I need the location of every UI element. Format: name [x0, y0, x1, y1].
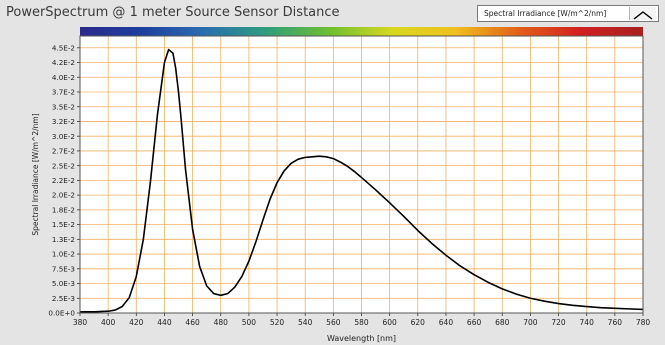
chart-title: PowerSpectrum @ 1 meter Source Sensor Di… — [6, 5, 340, 20]
spectrum-color-bar — [80, 27, 643, 36]
x-tick-label: 700 — [523, 318, 538, 327]
y-tick-label: 2.7E-2 — [52, 147, 75, 156]
y-tick-label: 2.2E-2 — [52, 176, 75, 185]
grid — [79, 36, 644, 314]
y-tick-label: 5.0E-3 — [52, 279, 75, 288]
x-tick-label: 500 — [242, 318, 257, 327]
x-tick-label: 420 — [129, 318, 144, 327]
x-tick-label: 600 — [382, 318, 397, 327]
x-tick-label: 740 — [580, 318, 595, 327]
y-tick-label: 1.0E-2 — [52, 250, 75, 259]
y-tick-label: 0.0E+0 — [48, 309, 75, 318]
y-tick-label: 3.7E-2 — [52, 88, 75, 97]
line-plot-icon[interactable] — [629, 7, 656, 20]
y-axis-ticks: 0.0E+0 2.5E-3 5.0E-3 7.5E-3 1.0E-2 1.3E-2 1.5E… — [48, 43, 80, 318]
y-tick-label: 1.3E-2 — [52, 235, 75, 244]
x-tick-label: 760 — [608, 318, 623, 327]
y-tick-label: 3.2E-2 — [52, 117, 75, 126]
x-tick-label: 680 — [495, 318, 510, 327]
x-axis-ticks: 380 400 420 440 460 480 500 520 540 560 580 600 620 6… — [73, 313, 651, 327]
x-tick-label: 540 — [298, 318, 313, 327]
legend-label: Spectral Irradiance [W/m^2/nm] — [484, 9, 607, 18]
x-tick-label: 580 — [354, 318, 369, 327]
x-tick-label: 640 — [439, 318, 454, 327]
x-tick-label: 780 — [636, 318, 651, 327]
y-tick-label: 4.2E-2 — [52, 58, 75, 67]
y-tick-label: 3.5E-2 — [52, 102, 75, 111]
x-tick-label: 460 — [185, 318, 200, 327]
x-tick-label: 720 — [551, 318, 566, 327]
y-tick-label: 1.5E-2 — [52, 220, 75, 229]
x-tick-label: 440 — [157, 318, 172, 327]
y-tick-label: 1.8E-2 — [52, 205, 75, 214]
y-axis-label: Spectral Irradiance [W/m^2/nm] — [31, 113, 40, 235]
y-tick-label: 3.0E-2 — [52, 132, 75, 141]
x-tick-label: 660 — [467, 318, 482, 327]
plot-legend[interactable]: Spectral Irradiance [W/m^2/nm] — [477, 5, 659, 22]
y-tick-label: 7.5E-3 — [52, 264, 75, 273]
series-line-spectral-irradiance — [80, 48, 644, 313]
y-tick-label: 2.5E-2 — [52, 161, 75, 170]
x-tick-label: 620 — [411, 318, 426, 327]
x-axis-label: Wavelength [nm] — [327, 334, 396, 343]
y-tick-label: 4.0E-2 — [52, 73, 75, 82]
x-tick-label: 380 — [73, 318, 88, 327]
x-tick-label: 520 — [270, 318, 285, 327]
x-tick-label: 560 — [326, 318, 341, 327]
x-tick-label: 400 — [101, 318, 116, 327]
y-tick-label: 4.5E-2 — [52, 43, 75, 52]
y-tick-label: 2.5E-3 — [52, 294, 75, 303]
x-tick-label: 480 — [214, 318, 229, 327]
y-tick-label: 2.0E-2 — [52, 191, 75, 200]
plot-frame — [79, 35, 644, 314]
